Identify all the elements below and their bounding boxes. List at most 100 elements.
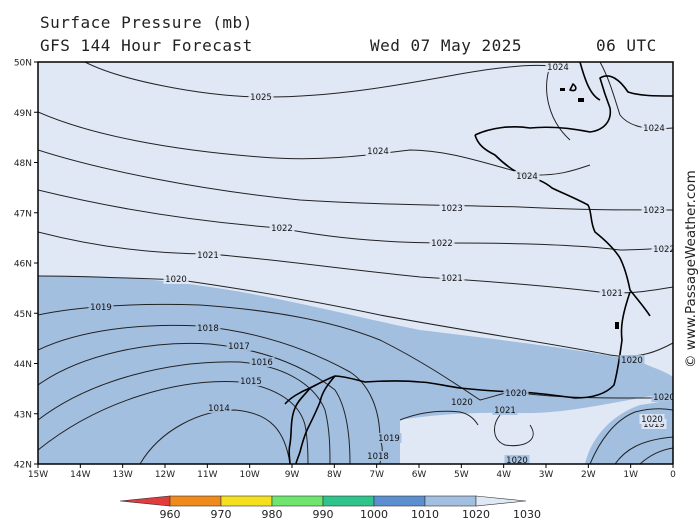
lon-tick-label: 12W <box>155 470 175 480</box>
lon-tick-label: 9W <box>285 470 300 480</box>
map-area: 1025 1024 1024 1024 1024 1023 1023 1022 1022 1022… <box>38 62 675 464</box>
island <box>578 98 584 102</box>
legend-swatch <box>271 495 324 507</box>
lat-tick-label: 43N <box>14 410 32 420</box>
isobar-line <box>38 149 673 211</box>
isobar-line <box>614 436 673 464</box>
coast-brittany <box>474 75 673 136</box>
credit-watermark: © www.PassageWeather.com <box>683 170 699 368</box>
lon-tick-label: 10W <box>239 470 259 480</box>
legend-label: 990 <box>313 508 334 521</box>
lon-tick-label: 0 <box>670 470 676 480</box>
isobar-label: 1023 <box>643 206 665 216</box>
isobar-label-bg <box>269 223 295 233</box>
isobar-label-bg <box>249 357 275 367</box>
isobar-label: 1021 <box>494 406 516 416</box>
isobar-label: 1023 <box>441 204 463 214</box>
isobar-label-bg <box>449 397 475 407</box>
isobar-line <box>38 189 673 251</box>
chart-title: Surface Pressure (mb) <box>40 13 253 32</box>
isobar-line <box>38 303 673 401</box>
isobar-labels: 1025 1024 1024 1024 1024 1023 1023 1022 1022 1022… <box>88 62 675 464</box>
isobar-label: 1018 <box>197 324 219 334</box>
legend-label: 1000 <box>360 508 388 521</box>
isobar-label-bg <box>492 405 518 415</box>
isobar-label-bg <box>206 403 232 413</box>
isobar-label: 1022 <box>653 245 675 255</box>
isobar-line <box>399 410 479 426</box>
isobar-label-bg <box>619 355 645 365</box>
legend-label: 1020 <box>462 508 490 521</box>
isobar-label: 1020 <box>641 415 663 425</box>
isobar-line <box>139 409 291 464</box>
lon-tick-label: 6W <box>412 470 427 480</box>
isobar-label-bg <box>641 123 667 133</box>
lon-tick-label: 2W <box>581 470 596 480</box>
lon-tick-label: 15W <box>28 470 48 480</box>
lat-tick-label: 42N <box>14 461 32 471</box>
lat-tick-label: 46N <box>14 260 32 270</box>
isobar-label-bg <box>439 273 465 283</box>
isobar-label: 1021 <box>441 274 463 284</box>
isobar-label: 1022 <box>271 224 293 234</box>
forecast-time: 06 UTC <box>596 36 657 55</box>
legend-colorbar: 960 970 980 990 1000 1010 1020 1030 <box>119 495 541 521</box>
latitude-axis: 50N 49N 48N 47N 46N 45N 44N 43N 42N <box>14 59 38 471</box>
lon-tick-label: 7W <box>369 470 384 480</box>
legend-label: 960 <box>160 508 181 521</box>
legend-swatch <box>424 495 477 507</box>
isobar-label: 1019 <box>378 434 400 444</box>
legend-label: 1030 <box>513 508 541 521</box>
isobar-label: 1016 <box>251 358 273 368</box>
isobar-label-bg <box>226 341 252 351</box>
isobar-label: 1019 <box>643 420 665 430</box>
island <box>560 88 565 91</box>
isobar-label: 1021 <box>601 289 623 299</box>
isobar-label-bg <box>503 388 529 398</box>
isobar-line <box>38 275 673 357</box>
isobar-label-bg <box>365 451 391 461</box>
isobar-label: 1025 <box>250 93 272 103</box>
isobar-label-bg <box>195 250 221 260</box>
lon-tick-label: 3W <box>539 470 554 480</box>
isobar-label-bg <box>514 171 540 181</box>
coast-biscay-fr <box>474 134 651 317</box>
isobar-label: 1024 <box>516 172 538 182</box>
isobar-label: 1024 <box>547 63 569 73</box>
isobar-line <box>84 62 551 98</box>
lat-tick-label: 50N <box>14 59 32 69</box>
coast-portugal <box>288 387 311 464</box>
island <box>615 322 619 329</box>
lon-tick-label: 13W <box>112 470 132 480</box>
forecast-date: Wed 07 May 2025 <box>370 36 522 55</box>
coast-galicia <box>295 375 336 464</box>
isobar-line <box>494 414 534 447</box>
lon-tick-label: 8W <box>327 470 342 480</box>
isobar-label-bg <box>545 62 571 72</box>
isobar-label: 1020 <box>505 389 527 399</box>
credit-text: © www.PassageWeather.com <box>683 170 699 368</box>
isobar-label: 1020 <box>451 398 473 408</box>
isobar-line <box>546 65 571 141</box>
lat-tick-label: 45N <box>14 310 32 320</box>
lat-tick-label: 44N <box>14 360 32 370</box>
isobar-label-bg <box>365 146 391 156</box>
isobar-label: 1020 <box>621 356 643 366</box>
isobar-label-bg <box>429 238 455 248</box>
legend-swatch <box>373 495 426 507</box>
lon-tick-label: 5W <box>454 470 469 480</box>
isobar-label-bg <box>504 455 530 464</box>
isobar-label-bg <box>439 203 465 213</box>
lat-tick-label: 48N <box>14 159 32 169</box>
legend-swatch <box>475 495 527 507</box>
isobar-label-bg <box>195 323 221 333</box>
isobar-line <box>38 342 351 464</box>
isobar-label-bg <box>376 433 402 443</box>
lon-tick-label: 11W <box>197 470 217 480</box>
isobar-line <box>639 447 673 464</box>
isobar-label-bg <box>238 376 264 386</box>
isobar-label: 1014 <box>208 404 230 414</box>
legend-swatch <box>169 495 222 507</box>
isobar-label: 1018 <box>367 452 389 462</box>
